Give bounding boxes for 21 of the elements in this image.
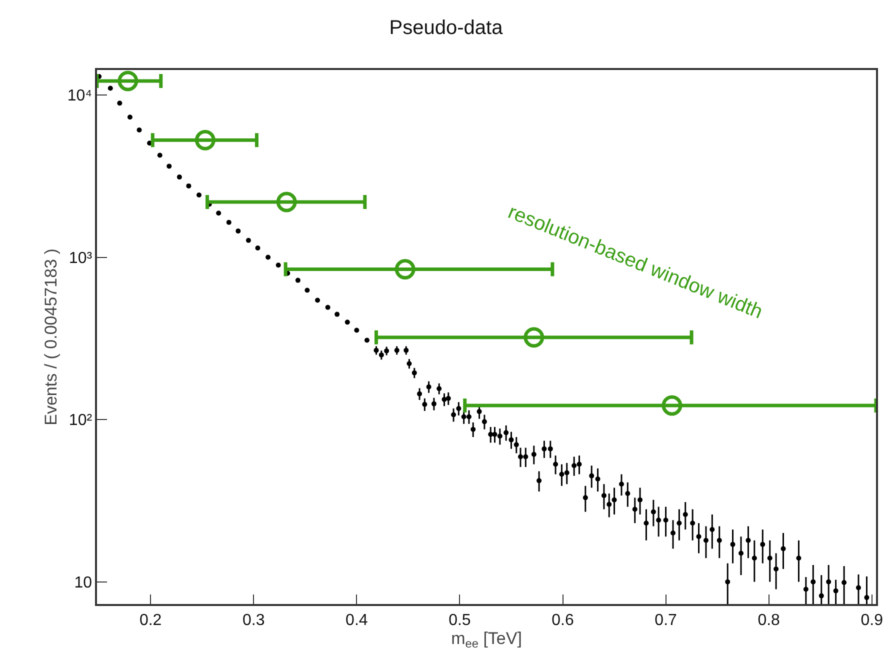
point: [118, 70, 138, 92]
x-tick-label: 0.9: [860, 612, 884, 629]
x-axis-title: m$_{ee}$ [TeV]: [451, 628, 522, 651]
point: [394, 259, 416, 280]
point: [276, 192, 297, 212]
y-tick-label: 10³: [68, 250, 93, 267]
x-tick-label: 0.2: [139, 612, 162, 629]
y-tick-label: 10²: [68, 412, 93, 430]
x-tick-label: 0.5: [448, 612, 471, 629]
x-tick-label: 0.6: [552, 612, 574, 629]
x-tick-label: 0.7: [654, 612, 678, 629]
chart-title: Pseudo-data: [389, 16, 504, 39]
y-tick-label: 10⁴: [67, 88, 92, 105]
x-tick-label: 0.4: [346, 612, 368, 629]
point: [524, 327, 544, 348]
x-tick-label: 0.3: [242, 612, 265, 629]
point: [662, 395, 682, 416]
point: [194, 130, 216, 150]
x-tick-label: 0.8: [758, 612, 780, 629]
y-axis-title: Events / ( 0.00457183 ): [41, 248, 60, 426]
y-tick-label: 10: [74, 574, 92, 592]
